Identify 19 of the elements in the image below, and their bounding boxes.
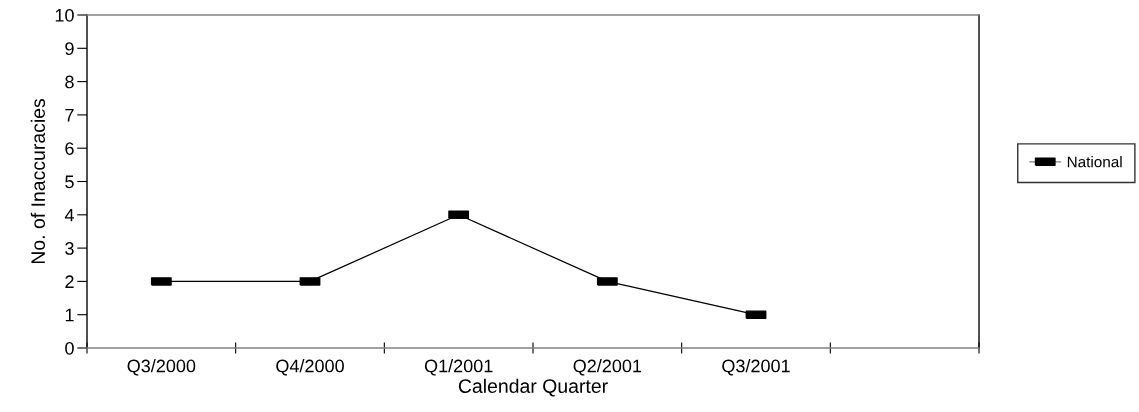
x-axis-title: Calendar Quarter (458, 378, 608, 397)
y-tick-label: 3 (65, 242, 74, 255)
x-tick-label: Q3/2001 (722, 359, 790, 376)
x-tick-label: Q4/2000 (276, 359, 344, 376)
y-tick-label: 2 (65, 275, 74, 288)
y-tick-label: 10 (55, 8, 74, 22)
y-tick-label: 7 (65, 109, 74, 122)
y-tick-label: 9 (65, 42, 74, 56)
x-tick-label: Q2/2001 (573, 359, 642, 376)
y-tick-label: 1 (65, 308, 74, 322)
legend-label: National (1067, 156, 1122, 168)
y-tick-label: 8 (65, 75, 74, 89)
y-tick-label: 0 (65, 341, 74, 355)
y-axis-title: No. of Inaccuracies (30, 98, 46, 264)
y-tick-label: 5 (65, 175, 74, 189)
x-tick-label: Q1/2001 (424, 359, 493, 376)
y-tick-label: 4 (64, 208, 74, 222)
x-tick-label: Q3/2000 (127, 359, 196, 376)
y-tick-label: 6 (65, 142, 74, 155)
